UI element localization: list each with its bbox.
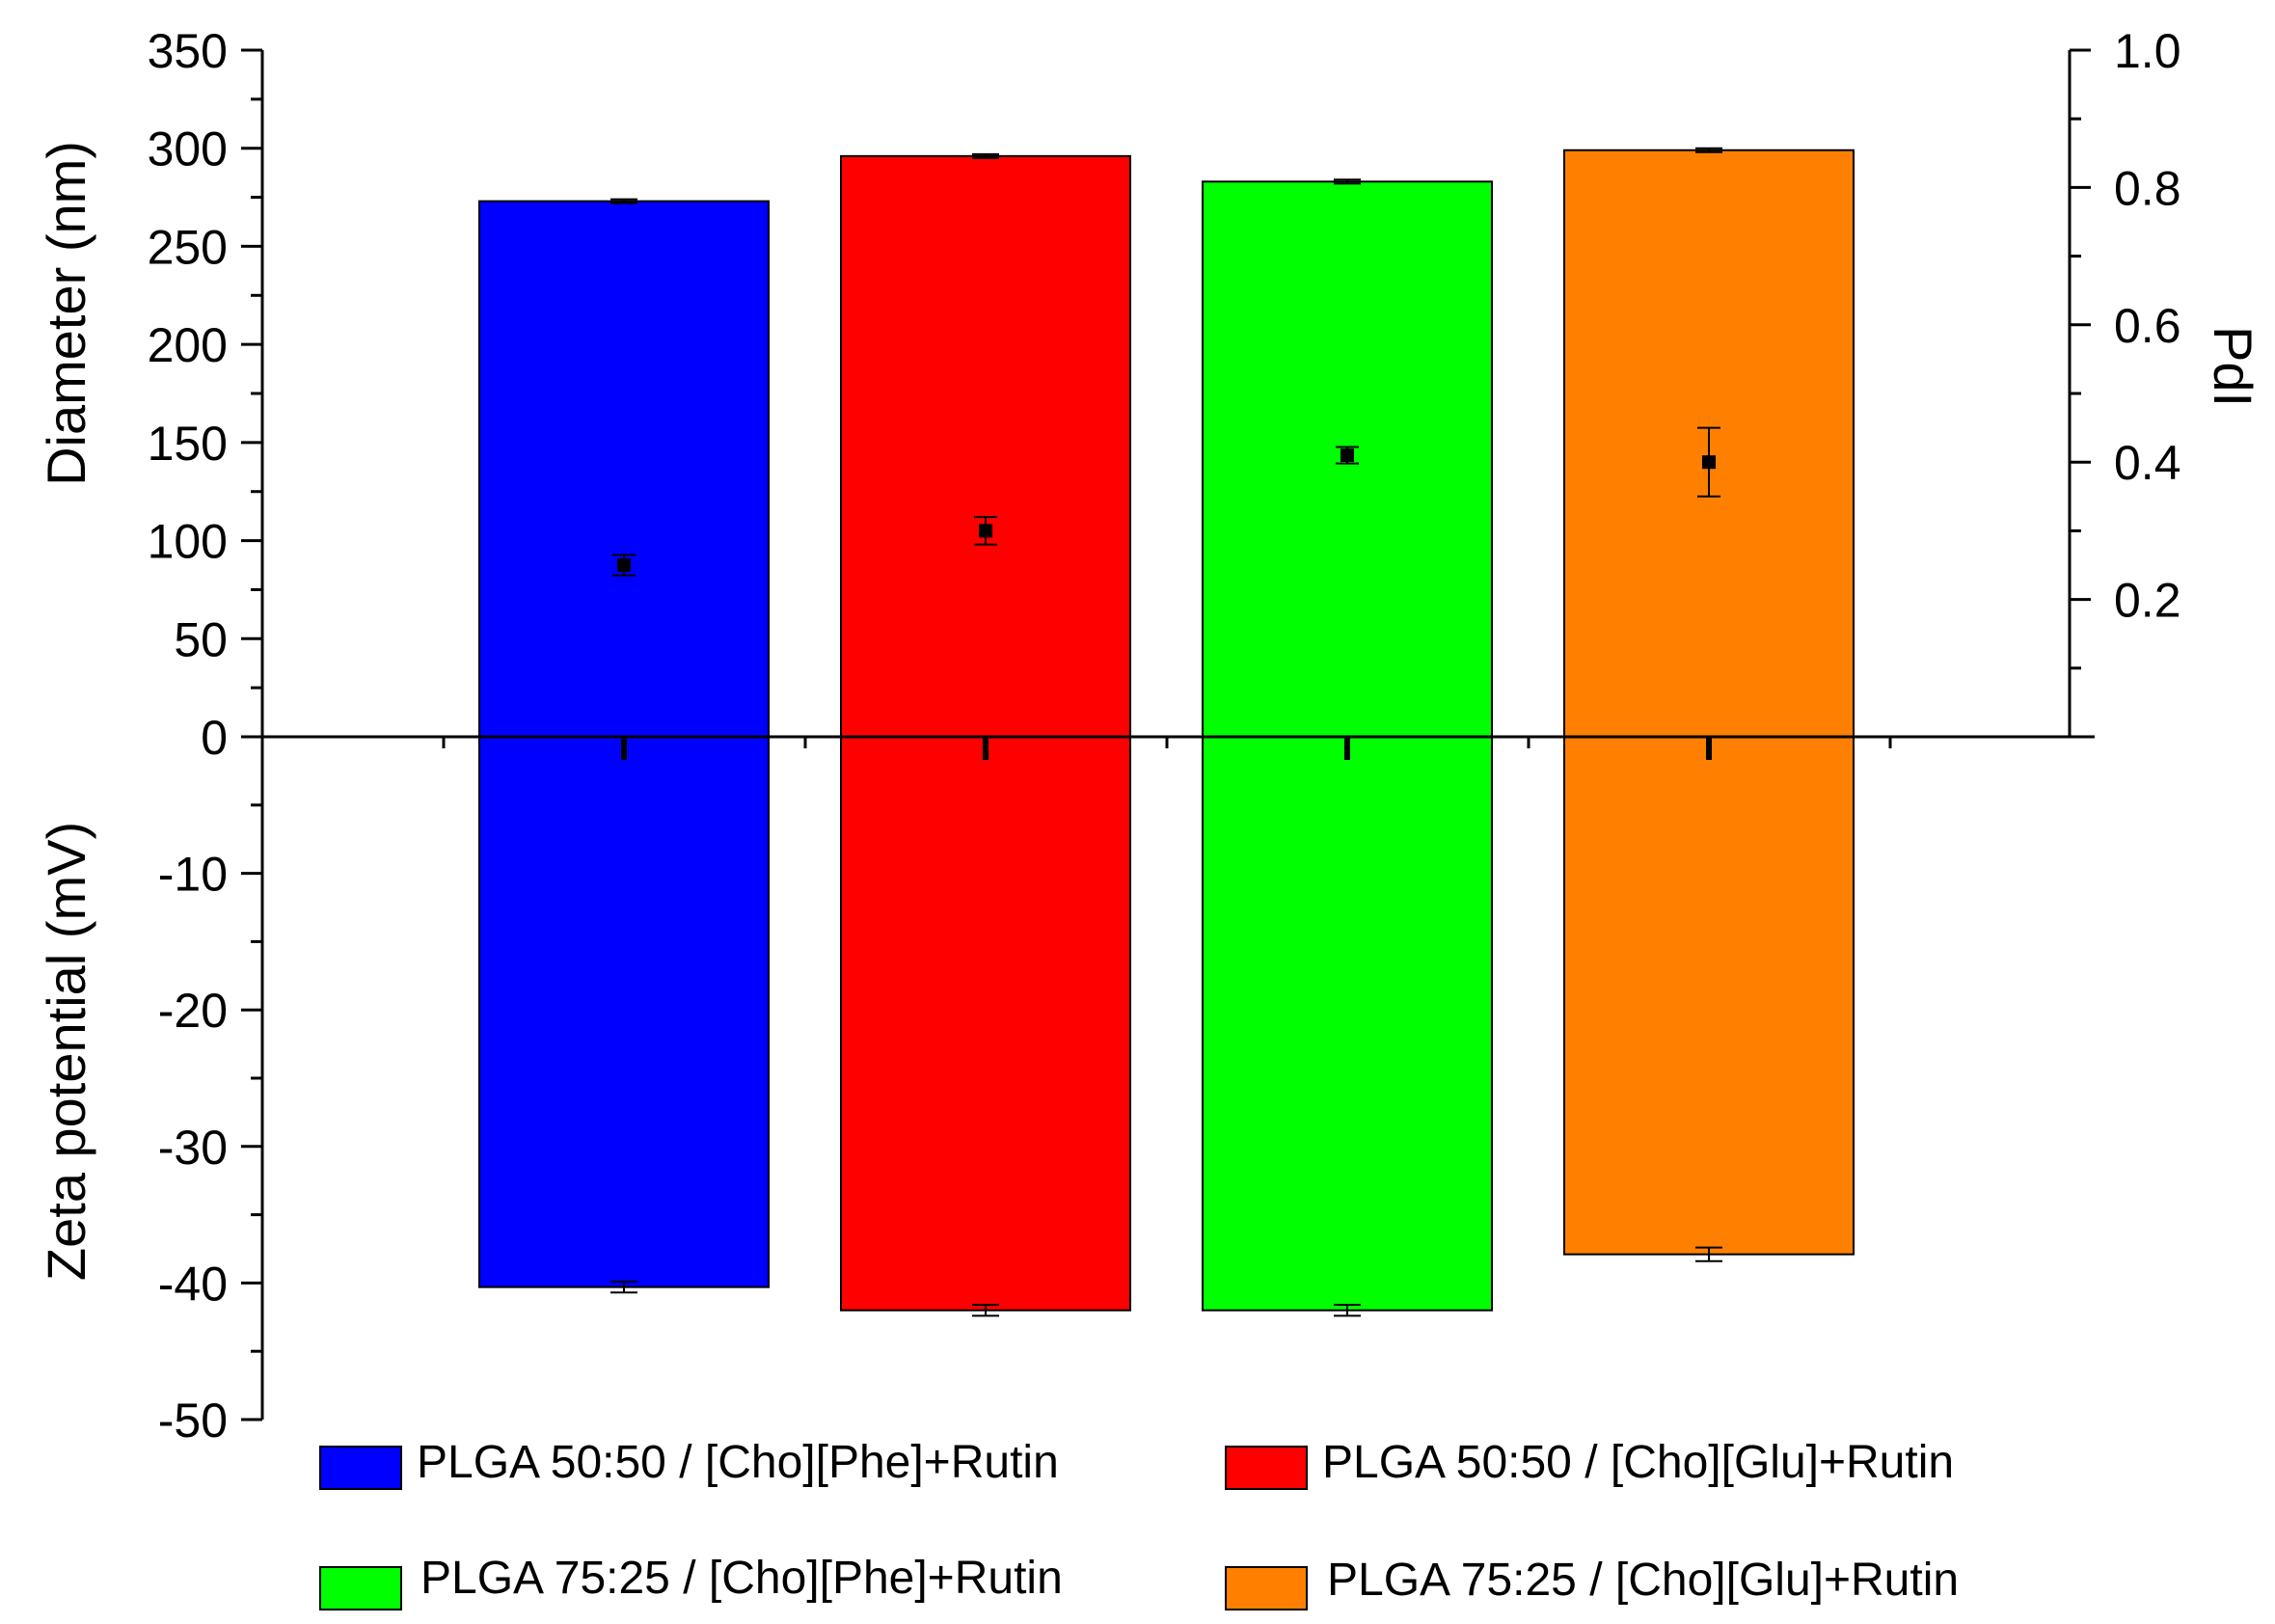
error-bar-zeta-1 xyxy=(610,1280,637,1294)
zeta-tick-label: -40 xyxy=(158,1257,228,1311)
legend-label: PLGA 75:25 / [Cho][Phe]+Rutin xyxy=(420,1553,1063,1604)
pdi-point-1 xyxy=(617,558,631,572)
pdi-tick-label: 0.4 xyxy=(2114,436,2181,490)
legend-label: PLGA 50:50 / [Cho][Glu]+Rutin xyxy=(1322,1437,1954,1488)
diameter-tick-label: 100 xyxy=(148,515,228,569)
pdi-point-4 xyxy=(1702,455,1716,470)
diameter-tick-label: 200 xyxy=(148,318,228,372)
legend-item-3: PLGA 75:25 / [Cho][Phe]+Rutin xyxy=(319,1553,1063,1610)
y-axis-title-zeta: Zeta potential (mV) xyxy=(36,822,96,1281)
pdi-tick-label: 0.8 xyxy=(2114,161,2181,215)
tick-labels-layer: 350 300 250 200 150 100 50 0 -10 -20 -30 -40 -50 1.0 0… xyxy=(148,24,2181,1448)
error-bar-diameter-2 xyxy=(972,152,999,159)
legend-swatch xyxy=(1225,1566,1308,1610)
bar-zeta-3 xyxy=(1202,736,1493,1312)
legend-swatch xyxy=(319,1566,402,1610)
diameter-tick-label: 350 xyxy=(148,24,228,78)
legend-item-4: PLGA 75:25 / [Cho][Glu]+Rutin xyxy=(1225,1555,1959,1610)
error-bar-diameter-1 xyxy=(610,198,637,204)
pdi-point-2 xyxy=(979,524,992,538)
error-bars-layer xyxy=(610,147,1722,1317)
bar-zeta-1 xyxy=(478,736,770,1288)
legend-label: PLGA 50:50 / [Cho][Phe]+Rutin xyxy=(417,1437,1059,1488)
error-bar-zeta-2 xyxy=(972,1304,999,1317)
zeta-tick-label: -20 xyxy=(158,984,228,1038)
y-axis-title-diameter: Diameter (nm) xyxy=(36,141,96,486)
y-axis-title-pdi: PdI xyxy=(2203,326,2263,407)
pdi-tick-label: 0.6 xyxy=(2114,299,2181,353)
diameter-tick-label: 50 xyxy=(174,612,228,666)
diameter-tick-label: 0 xyxy=(201,711,228,765)
legend-swatch xyxy=(1225,1446,1308,1490)
error-bar-diameter-4 xyxy=(1695,147,1722,153)
error-bar-zeta-3 xyxy=(1334,1304,1361,1317)
zeta-tick-label: -30 xyxy=(158,1121,228,1175)
bar-diameter-1 xyxy=(478,200,770,738)
legend-item-1: PLGA 50:50 / [Cho][Phe]+Rutin xyxy=(319,1437,1059,1490)
axes-layer xyxy=(241,48,2095,1421)
diameter-tick-label: 300 xyxy=(148,122,228,176)
diameter-tick-label: 250 xyxy=(148,220,228,274)
bar-zeta-4 xyxy=(1563,736,1855,1256)
legend: PLGA 50:50 / [Cho][Phe]+Rutin PLGA 50:50 … xyxy=(319,1437,1959,1610)
pdi-points-layer xyxy=(617,448,1716,572)
bar-diameter-2 xyxy=(840,154,1131,738)
legend-item-2: PLGA 50:50 / [Cho][Glu]+Rutin xyxy=(1225,1437,1954,1490)
zeta-tick-label: -10 xyxy=(158,848,228,902)
bars-layer xyxy=(478,149,1855,1312)
diameter-tick-label: 150 xyxy=(148,417,228,471)
zeta-tick-label: -50 xyxy=(158,1394,228,1448)
pdi-point-3 xyxy=(1341,448,1354,463)
error-bar-zeta-4 xyxy=(1695,1246,1722,1262)
legend-label: PLGA 75:25 / [Cho][Glu]+Rutin xyxy=(1327,1555,1959,1606)
error-bar-diameter-3 xyxy=(1334,178,1361,185)
pdi-tick-label: 0.2 xyxy=(2114,574,2181,628)
legend-swatch xyxy=(319,1446,402,1490)
pdi-tick-label: 1.0 xyxy=(2114,24,2181,78)
bar-zeta-2 xyxy=(840,736,1131,1312)
